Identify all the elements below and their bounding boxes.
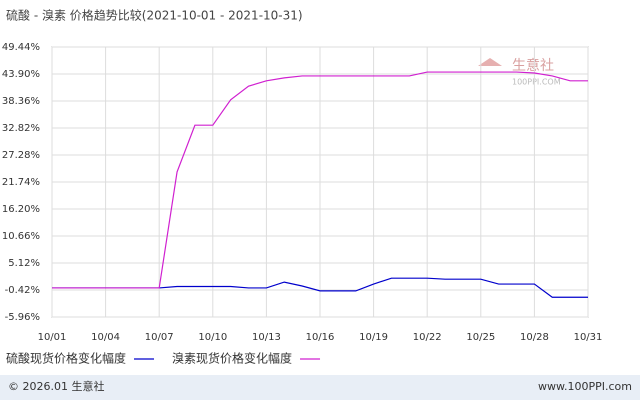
y-tick-label: 21.74% [2, 177, 40, 188]
legend-label: 硫酸现货价格变化幅度 [6, 351, 126, 366]
footer-site: www.100PPI.com [538, 380, 632, 393]
watermark-site: 100PPI.COM [512, 78, 561, 87]
y-tick-label: 32.82% [2, 123, 40, 134]
y-tick-label: 27.28% [2, 150, 40, 161]
footer-bar [0, 375, 640, 400]
legend-label: 溴素现货价格变化幅度 [172, 351, 292, 366]
y-tick-label: 10.66% [2, 231, 40, 242]
y-tick-label: -5.96% [5, 312, 40, 323]
x-tick-label: 10/25 [466, 332, 495, 343]
x-tick-label: 10/10 [198, 332, 227, 343]
x-tick-label: 10/16 [306, 332, 335, 343]
x-tick-label: 10/19 [359, 332, 388, 343]
footer-copyright: © 2026.01 生意社 [8, 379, 104, 393]
y-tick-label: 43.90% [2, 69, 40, 80]
y-tick-label: 5.12% [8, 258, 40, 269]
x-tick-label: 10/07 [145, 332, 174, 343]
chart-title: 硫酸 - 溴素 价格趋势比较(2021-10-01 - 2021-10-31) [6, 8, 303, 23]
y-tick-label: 49.44% [2, 42, 40, 53]
x-tick-label: 10/28 [520, 332, 549, 343]
y-tick-label: 38.36% [2, 96, 40, 107]
x-tick-label: 10/01 [38, 332, 67, 343]
watermark-name: 生意社 [512, 57, 554, 74]
line [52, 71, 588, 289]
watermark-logo [478, 58, 502, 66]
y-tick-label: 16.20% [2, 204, 40, 215]
x-tick-label: 10/04 [91, 332, 120, 343]
x-tick-label: 10/13 [252, 332, 281, 343]
x-tick-label: 10/22 [413, 332, 442, 343]
x-tick-label: 10/31 [574, 332, 603, 343]
y-tick-label: -0.42% [5, 285, 40, 296]
